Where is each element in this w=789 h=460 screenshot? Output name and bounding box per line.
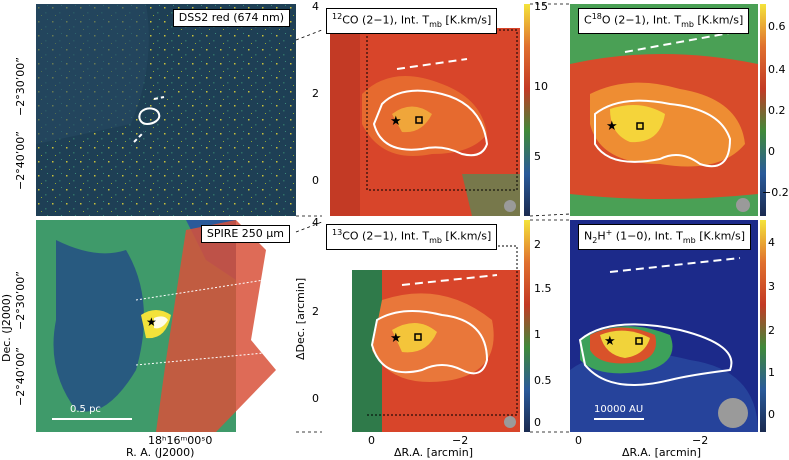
co13-panel: ★ 13CO (2−1), Int. Tmb [K.km/s] [322, 220, 522, 432]
n2h-panel: ★ N2H+ (1−0), Int. Tmb [K.km/s] 10000 AU [570, 220, 758, 432]
n2h-cbar-tick-1: 1 [768, 366, 775, 379]
co13-cbar-tick-1.5: 1.5 [534, 282, 552, 295]
co13-x-tick-0: 0 [368, 434, 375, 447]
co12-cbar-tick-15: 15 [534, 0, 548, 13]
dec-axis-title: Dec. (J2000) [0, 293, 13, 362]
c18o-cbar-tick-neg0.2: −0.2 [762, 186, 789, 199]
co13-beam [504, 416, 516, 428]
c18o-beam [736, 198, 750, 212]
dec-tick-upper-1: −2°30’00” [14, 57, 27, 116]
c18o-label: C18O (2−1), Int. Tmb [K.km/s] [578, 8, 750, 34]
n2h-x-tick-neg2: −2 [692, 434, 709, 447]
co13-label: 13CO (2−1), Int. Tmb [K.km/s] [326, 224, 498, 250]
n2h-beam [718, 398, 748, 428]
n2h-colorbar [760, 220, 766, 432]
co13-y-tick-4: 4 [312, 216, 319, 229]
c18o-map: ★ [570, 4, 758, 216]
spire-panel: ★ SPIRE 250 μm 0.5 pc [36, 220, 296, 432]
co12-y-tick-4: 4 [312, 0, 319, 13]
dss2-panel: DSS2 red (674 nm) [36, 4, 296, 216]
dss2-label: DSS2 red (674 nm) [172, 9, 290, 27]
spire-image: ★ [36, 220, 296, 432]
co13-x-tick-neg2: −2 [452, 434, 469, 447]
n2h-scalebar [594, 418, 644, 420]
co12-cbar-tick-10: 10 [534, 80, 548, 93]
co13-cbar-tick-0.5: 0.5 [534, 374, 552, 387]
dec-tick-lower-2: −2°40’00” [14, 347, 27, 406]
ra-axis-title: R. A. (J2000) [126, 446, 195, 459]
co12-map: ★ [330, 28, 520, 216]
c18o-colorbar [760, 4, 766, 216]
svg-text:★: ★ [146, 315, 157, 329]
co13-map: ★ [352, 245, 520, 432]
dss2-image [36, 4, 296, 216]
svg-text:★: ★ [390, 331, 402, 346]
n2h-map: ★ [570, 220, 758, 432]
n2h-cbar-tick-2: 2 [768, 324, 775, 337]
co12-y-tick-0: 0 [312, 174, 319, 187]
n2h-cbar-tick-3: 3 [768, 280, 775, 293]
ddec-axis-title: ΔDec. [arcmin] [294, 277, 307, 360]
c18o-cbar-tick-0.6: 0.6 [768, 20, 786, 33]
c18o-cbar-tick-0: 0 [768, 145, 775, 158]
svg-text:★: ★ [606, 119, 618, 134]
spire-label: SPIRE 250 μm [200, 225, 290, 243]
ra-tick: 18ʰ16ᵐ00ˢ0 [148, 434, 213, 447]
c18o-panel: ★ C18O (2−1), Int. Tmb [K.km/s] [570, 4, 758, 216]
co12-colorbar [524, 4, 530, 216]
dra-axis-title-right: ΔR.A. [arcmin] [622, 446, 701, 459]
n2h-cbar-tick-4: 4 [768, 236, 775, 249]
co12-beam [504, 200, 516, 212]
co13-cbar-tick-0: 0 [534, 416, 541, 429]
dec-tick-upper-2: −2°40’00” [14, 131, 27, 190]
co12-cbar-tick-5: 5 [534, 150, 541, 163]
spire-scalebar [52, 418, 132, 420]
co12-panel: ★ 12CO (2−1), Int. Tmb [K.km/s] [322, 4, 522, 216]
spire-scalebar-label: 0.5 pc [70, 404, 101, 415]
co12-y-tick-2: 2 [312, 87, 319, 100]
dra-axis-title-mid: ΔR.A. [arcmin] [394, 446, 473, 459]
co13-y-tick-2: 2 [312, 305, 319, 318]
co13-cbar-tick-1: 1 [534, 328, 541, 341]
co13-cbar-tick-2: 2 [534, 238, 541, 251]
svg-text:★: ★ [604, 334, 616, 349]
n2h-label: N2H+ (1−0), Int. Tmb [K.km/s] [578, 224, 752, 250]
co13-colorbar [524, 220, 530, 432]
n2h-cbar-tick-0: 0 [768, 408, 775, 421]
dec-tick-lower-1: −2°30’00” [14, 271, 27, 330]
co12-label: 12CO (2−1), Int. Tmb [K.km/s] [326, 8, 498, 34]
co13-y-tick-0: 0 [312, 392, 319, 405]
svg-text:★: ★ [390, 114, 402, 129]
n2h-x-tick-0: 0 [575, 434, 582, 447]
c18o-cbar-tick-0.2: 0.2 [768, 104, 786, 117]
n2h-scalebar-label: 10000 AU [594, 404, 644, 415]
c18o-cbar-tick-0.4: 0.4 [768, 63, 786, 76]
